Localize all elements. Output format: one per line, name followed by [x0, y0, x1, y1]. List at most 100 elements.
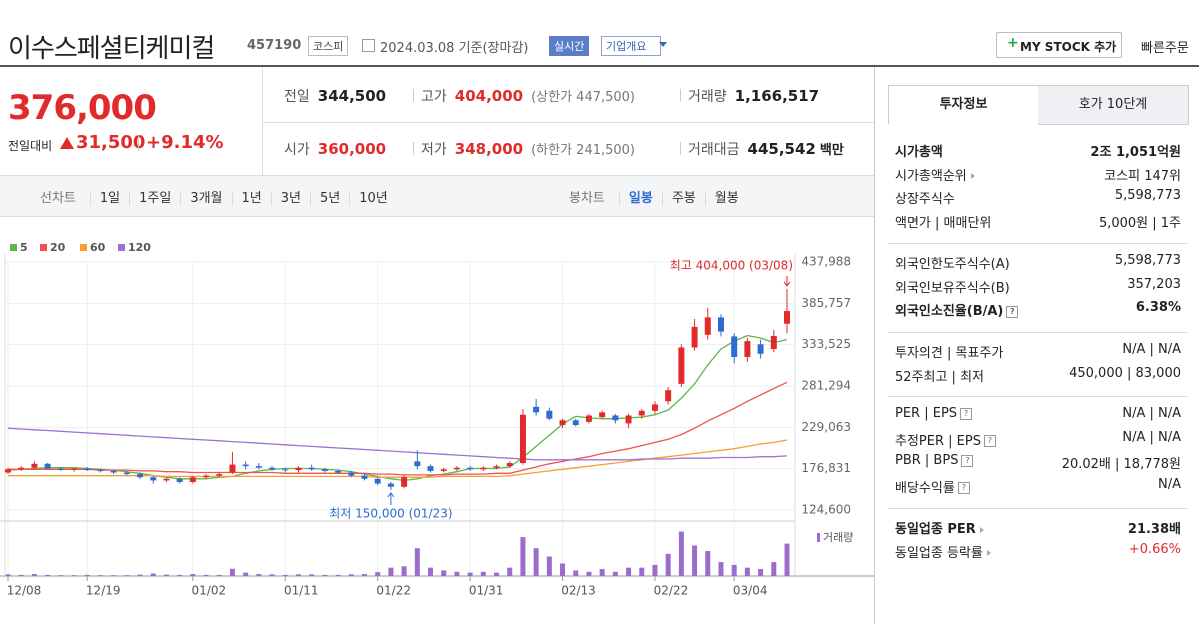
x-tick-label: 03/04 — [733, 584, 768, 598]
volume-bar — [652, 564, 658, 576]
ma-line — [7, 427, 788, 461]
side-tab[interactable]: 투자정보 — [888, 85, 1039, 124]
candle-body — [163, 478, 170, 481]
info-value: N/A | N/A — [1122, 429, 1181, 445]
x-tick-label: 12/08 — [7, 584, 42, 598]
side-tab[interactable]: 호가 10단계 — [1038, 85, 1189, 125]
x-tick-label: 01/11 — [284, 584, 319, 598]
summary-unit: 백만 — [819, 143, 844, 158]
volume-bar — [375, 572, 381, 576]
summary-item: 시가 360,000 — [284, 139, 386, 159]
market-badge: 코스피 — [308, 36, 349, 56]
info-label: 투자의견 | 목표주가 — [895, 346, 1004, 361]
volume-bar — [771, 562, 777, 576]
info-value: 5,000원 | 1주 — [1098, 215, 1181, 231]
candle-tab[interactable]: 일봉 — [618, 191, 662, 206]
period-tab[interactable]: 5년 — [310, 191, 350, 206]
volume-bar — [520, 537, 526, 576]
volume-bar — [282, 574, 288, 576]
candle-body — [84, 468, 91, 471]
volume-bar — [744, 567, 750, 576]
candle-body — [123, 472, 130, 475]
info-label: 추정PER | EPS — [895, 433, 981, 449]
legend-label: 20 — [50, 241, 66, 254]
summary-value: 1,166,517 — [734, 87, 820, 105]
period-tab[interactable]: 1주일 — [129, 191, 181, 206]
info-label-wrap: 동일업종 등락률 — [895, 542, 991, 561]
volume-label: 거래량 — [823, 531, 853, 544]
volume-bar — [612, 571, 618, 576]
x-tick-label: 02/13 — [561, 584, 596, 598]
info-label-wrap: PBR | BPS? — [895, 453, 974, 472]
volume-bar — [45, 574, 51, 576]
summary-note: (하한가 241,500) — [531, 143, 636, 158]
period-tab[interactable]: 10년 — [349, 191, 397, 206]
period-tab[interactable]: 1년 — [231, 191, 271, 206]
header-rule — [0, 65, 1199, 67]
mystock-button[interactable] — [996, 32, 1122, 58]
help-icon[interactable]: ? — [983, 435, 996, 447]
volume-bar — [428, 567, 434, 576]
candle-tab[interactable]: 월봉 — [704, 191, 748, 206]
help-icon[interactable]: ? — [957, 482, 970, 494]
info-label-wrap: 투자의견 | 목표주가 — [895, 342, 1003, 361]
candle-body — [282, 469, 289, 471]
candle-body — [585, 415, 592, 422]
help-icon[interactable]: ? — [961, 454, 974, 467]
info-value: 5,598,773 — [1114, 188, 1181, 203]
info-label[interactable]: 시가총액순위 — [895, 168, 967, 184]
info-label-wrap: 시가총액순위 — [895, 165, 975, 184]
change-sep — [138, 135, 139, 151]
info-label-wrap: 배당수익률? — [895, 477, 970, 496]
help-icon[interactable]: ? — [960, 407, 973, 420]
current-price: 376,000 — [8, 88, 157, 128]
volume-bar — [31, 574, 37, 576]
volume-bar — [388, 567, 394, 576]
candle-body — [335, 470, 342, 473]
summary-sep — [680, 89, 681, 102]
summary-value: 344,500 — [317, 87, 387, 105]
quick-order[interactable]: 빠른주문 — [1141, 41, 1189, 56]
company-dropdown[interactable]: 기업개요 — [601, 36, 662, 56]
candle-body — [242, 464, 249, 467]
summary-divider — [262, 122, 874, 123]
volume-bar — [97, 575, 103, 576]
link-arrow — [970, 173, 975, 179]
candle-tab[interactable]: 주봉 — [661, 191, 705, 206]
candle-body — [625, 415, 632, 424]
volume-bar — [546, 556, 552, 576]
section-rule — [888, 332, 1188, 333]
help-icon[interactable]: ? — [1006, 305, 1019, 318]
period-tab[interactable]: 3개월 — [180, 191, 232, 206]
legend-swatch — [80, 244, 87, 251]
candle-body — [480, 467, 487, 470]
mystock-label[interactable]: MY STOCK 추가 — [1020, 40, 1117, 54]
info-label-wrap: 추정PER | EPS? — [895, 430, 996, 449]
info-value: N/A — [1158, 476, 1181, 492]
candle-body — [440, 469, 447, 471]
candle-body — [493, 466, 500, 468]
volume-bar — [71, 575, 77, 576]
period-tab[interactable]: 3년 — [270, 191, 310, 206]
summary-sep — [680, 142, 681, 155]
info-label: 외국인보유주식수(B) — [895, 280, 1010, 296]
info-label[interactable]: 동일업종 등락률 — [895, 545, 983, 561]
volume-bar — [5, 574, 11, 576]
candle-body — [665, 390, 672, 402]
line-tabs: 선차트 1일 1주일 3개월 1년 3년 5년 10년 — [40, 187, 397, 206]
volume-bar — [639, 567, 645, 576]
summary-label: 저가 — [421, 142, 447, 158]
link-arrow — [979, 526, 984, 533]
candle-body — [269, 467, 276, 470]
period-tab[interactable]: 1일 — [89, 191, 130, 206]
candle-body — [559, 420, 566, 426]
candle-body — [387, 483, 394, 487]
realtime-badge[interactable]: 실시간 — [549, 36, 590, 56]
info-label[interactable]: 동일업종 PER — [895, 522, 976, 537]
y-tick-label: 176,831 — [801, 461, 851, 475]
volume-bar — [467, 572, 473, 576]
volume-bar — [692, 545, 698, 576]
candle-body — [308, 467, 315, 470]
info-row: 투자의견 | 목표주가 N/A | N/A — [895, 342, 1181, 361]
candle-body — [704, 317, 711, 335]
